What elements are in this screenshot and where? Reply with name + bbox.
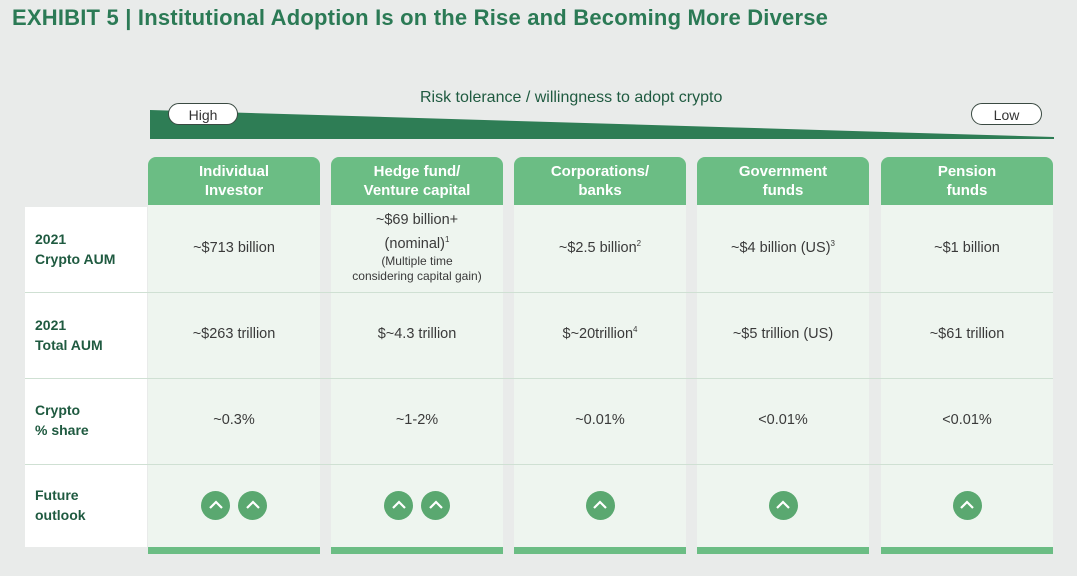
cell-crypto-share: <0.01%: [942, 411, 992, 428]
cell-crypto-aum: ~$713 billion: [193, 239, 275, 256]
column-individual-investor: Individual Investor ~$713 billion ~$263 t…: [148, 157, 320, 554]
column-footer-bar: [881, 547, 1053, 554]
cell-crypto-share: ~1-2%: [395, 411, 439, 428]
chevron-up-icon: [952, 490, 982, 520]
column-corporations-banks: Corporations/banks ~$2.5 billion2 $~20tr…: [514, 157, 686, 554]
cell-future-outlook: [148, 463, 320, 547]
column-header: Government funds: [697, 157, 869, 205]
row-labels-panel: 2021 Crypto AUM 2021 Total AUM Crypto% sha…: [25, 207, 147, 547]
row-label-crypto-share: Crypto% share: [35, 402, 89, 438]
cell-total-aum: ~$263 trillion: [192, 325, 276, 342]
column-government-funds: Government funds ~$4 billion (US)3 ~$5 tr…: [697, 157, 869, 554]
column-header: Pension funds: [881, 157, 1053, 205]
cell-crypto-aum: ~$69 billion+ (nominal)1 (Multiple time …: [352, 212, 482, 283]
chevron-up-icon: [585, 490, 615, 520]
cell-crypto-share: <0.01%: [758, 411, 808, 428]
column-header: Corporations/banks: [514, 157, 686, 205]
row-label-total-aum: 2021 Total AUM: [35, 317, 103, 353]
cell-future-outlook: [331, 463, 503, 547]
cell-future-outlook: [697, 463, 869, 547]
column-footer-bar: [697, 547, 869, 554]
chevron-up-icon: [384, 490, 413, 520]
risk-high-pill: High: [168, 103, 238, 125]
column-header: Hedge fund/Venture capital: [331, 157, 503, 205]
column-pension-funds: Pension funds ~$1 billion ~$61 trillion <…: [881, 157, 1053, 554]
cell-total-aum: $~4.3 trillion: [377, 325, 457, 342]
risk-tolerance-label: Risk tolerance / willingness to adopt cr…: [420, 89, 723, 106]
column-footer-bar: [148, 547, 320, 554]
chevron-up-icon: [768, 490, 798, 520]
cell-total-aum: ~$5 trillion (US): [732, 325, 834, 342]
row-label-crypto-aum: 2021 Crypto AUM: [35, 231, 116, 267]
column-body: ~$69 billion+ (nominal)1 (Multiple time …: [331, 205, 503, 547]
cell-crypto-aum: ~$1 billion: [934, 239, 1000, 256]
row-divider: [25, 464, 1053, 465]
column-footer-bar: [514, 547, 686, 554]
cell-crypto-aum: ~$4 billion (US)3: [731, 239, 835, 256]
cell-future-outlook: [514, 463, 686, 547]
cell-future-outlook: [881, 463, 1053, 547]
cell-crypto-share: ~0.3%: [213, 411, 255, 428]
exhibit-title: EXHIBIT 5 | Institutional Adoption Is on…: [12, 5, 829, 30]
column-body: ~$1 billion ~$61 trillion <0.01%: [881, 205, 1053, 547]
chevron-up-icon: [201, 490, 230, 520]
risk-wedge-graphic: [150, 110, 1054, 139]
chevron-up-icon: [238, 490, 267, 520]
column-body: ~$2.5 billion2 $~20trillion4 ~0.01%: [514, 205, 686, 547]
column-hedge-fund: Hedge fund/Venture capital ~$69 billion+…: [331, 157, 503, 554]
column-body: ~$4 billion (US)3 ~$5 trillion (US) <0.0…: [697, 205, 869, 547]
row-divider: [25, 292, 1053, 293]
column-header: Individual Investor: [148, 157, 320, 205]
cell-crypto-aum: ~$2.5 billion2: [558, 239, 642, 256]
column-body: ~$713 billion ~$263 trillion ~0.3%: [148, 205, 320, 547]
cell-total-aum: $~20trillion4: [562, 325, 638, 342]
column-footer-bar: [331, 547, 503, 554]
chevron-up-icon: [421, 490, 450, 520]
cell-crypto-share: ~0.01%: [575, 411, 625, 428]
row-divider: [25, 378, 1053, 379]
cell-total-aum: ~$61 trillion: [929, 325, 1005, 342]
row-label-future-outlook: Future outlook: [35, 487, 86, 523]
risk-low-pill: Low: [971, 103, 1042, 125]
